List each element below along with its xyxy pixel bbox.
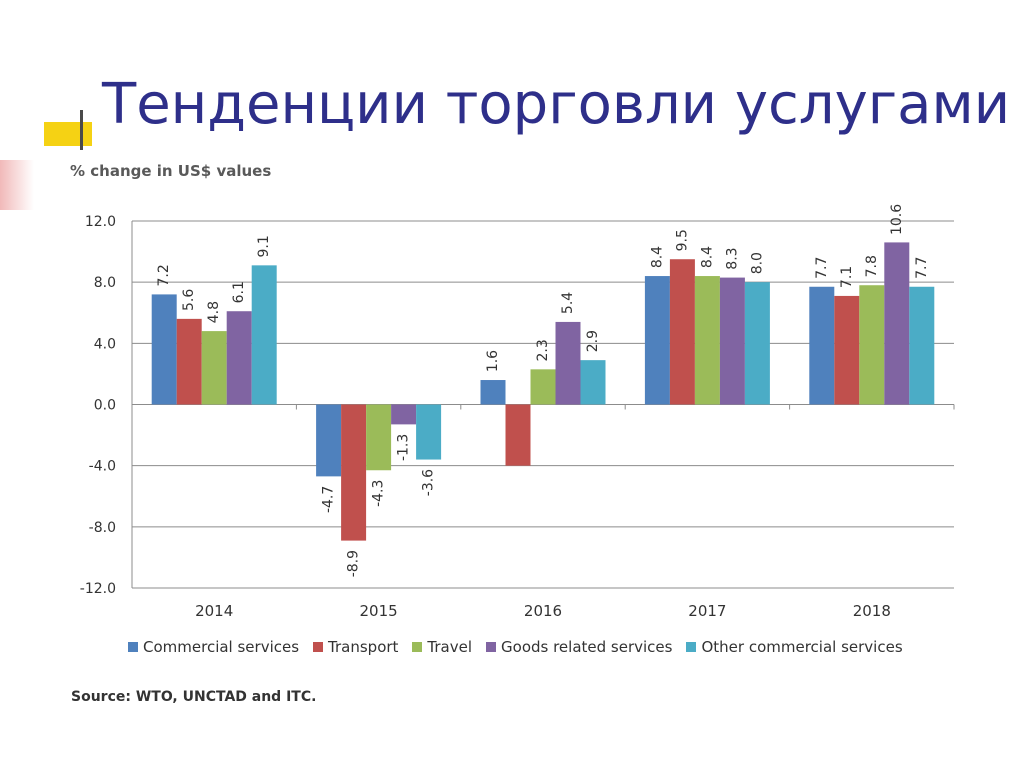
data-label: 6.1 (231, 281, 247, 303)
legend-label: Goods related services (501, 638, 673, 656)
y-tick-label: -8.0 (89, 520, 116, 536)
data-label: 7.2 (156, 264, 172, 286)
data-label: 5.6 (181, 289, 197, 311)
decor-pink-gradient (0, 160, 34, 210)
decor-yellow-block (44, 122, 92, 146)
bar (809, 286, 835, 405)
legend-item-goods-related-services: Goods related services (486, 638, 672, 656)
data-label: 9.1 (256, 235, 272, 257)
x-category-label: 2014 (195, 602, 233, 620)
bar (644, 276, 670, 405)
legend-swatch (412, 642, 423, 652)
data-label: -4.7 (321, 486, 337, 513)
bar (391, 404, 417, 425)
legend-label: Travel (427, 638, 473, 656)
bar (530, 369, 556, 405)
legend-item-travel: Travel (412, 638, 472, 656)
bar (505, 404, 531, 466)
legend-swatch (128, 642, 138, 652)
bar (366, 404, 392, 471)
bar (719, 277, 745, 405)
y-tick-label: -12.0 (80, 581, 116, 597)
data-label: -4.3 (371, 480, 387, 507)
bar (834, 295, 860, 405)
legend-item-transport: Transport (313, 638, 398, 656)
bar (416, 404, 442, 460)
data-label: 10.6 (889, 204, 905, 235)
bar (176, 318, 202, 405)
data-label: -3.6 (421, 469, 437, 496)
data-label: 7.7 (914, 257, 930, 279)
slide-title: Тенденции торговли услугами (102, 72, 1011, 137)
data-label: 8.3 (724, 247, 740, 269)
bar (151, 294, 177, 405)
x-category-label: 2017 (688, 602, 726, 620)
legend-item-commercial-services: Commercial services (128, 638, 299, 656)
legend-swatch (486, 642, 497, 652)
y-tick-label: 0.0 (94, 398, 116, 414)
bar (341, 404, 367, 541)
data-label: 9.5 (674, 229, 690, 251)
data-label: 7.7 (814, 257, 830, 279)
bar (201, 331, 227, 405)
bar (251, 265, 277, 405)
data-label: 1.6 (485, 350, 501, 372)
bar (316, 404, 342, 477)
bar (744, 282, 770, 405)
data-label: -8.9 (346, 550, 362, 577)
bar (555, 321, 581, 405)
bar (909, 286, 935, 405)
legend-swatch (686, 642, 697, 652)
y-tick-label: 4.0 (94, 336, 116, 352)
data-label: 7.8 (864, 255, 880, 277)
x-category-label: 2015 (360, 602, 398, 620)
data-label: 5.4 (560, 292, 576, 314)
decor-vertical-line (80, 110, 83, 150)
data-label: 2.9 (585, 330, 601, 352)
legend-label: Transport (328, 638, 399, 656)
data-label: 4.8 (206, 301, 222, 323)
data-label: 8.4 (699, 246, 715, 268)
chart-legend: Commercial services Transport Travel Goo… (128, 638, 903, 656)
bar (580, 360, 606, 405)
chart-title: % change in US$ values (70, 162, 272, 180)
y-tick-label: -4.0 (89, 459, 116, 475)
data-label: 8.4 (649, 246, 665, 268)
source-note: Source: WTO, UNCTAD and ITC. (71, 689, 317, 705)
bar (884, 242, 910, 405)
bar (859, 285, 885, 405)
bar (694, 276, 720, 405)
x-category-label: 2016 (524, 602, 562, 620)
legend-swatch (313, 642, 324, 652)
data-label: -1.3 (396, 434, 412, 461)
bar (226, 311, 252, 405)
data-label: 7.1 (839, 266, 855, 288)
x-category-label: 2018 (853, 602, 891, 620)
y-tick-label: 12.0 (85, 214, 116, 230)
data-label: 2.3 (535, 339, 551, 361)
legend-item-other-commercial-services: Other commercial services (686, 638, 903, 656)
bar (480, 380, 506, 405)
data-label: 8.0 (749, 252, 765, 274)
legend-label: Other commercial services (701, 638, 903, 656)
legend-label: Commercial services (143, 638, 300, 656)
y-tick-label: 8.0 (94, 275, 116, 291)
bar (669, 259, 695, 405)
